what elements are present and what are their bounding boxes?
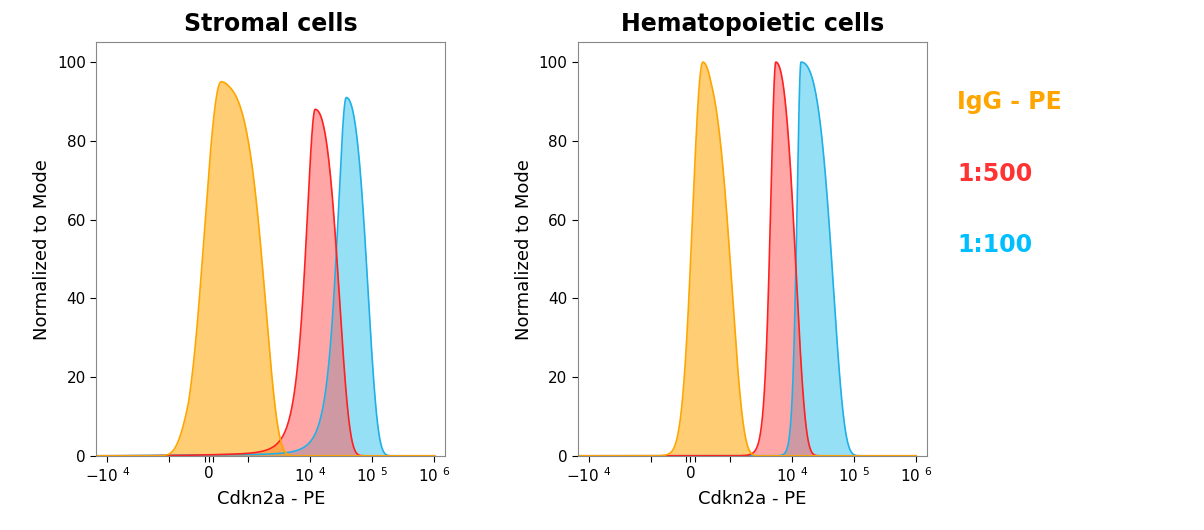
Y-axis label: Normalized to Mode: Normalized to Mode [515, 158, 533, 340]
Title: Stromal cells: Stromal cells [184, 12, 358, 36]
Title: Hematopoietic cells: Hematopoietic cells [621, 12, 884, 36]
Text: IgG - PE: IgG - PE [957, 90, 1062, 114]
X-axis label: Cdkn2a - PE: Cdkn2a - PE [698, 490, 807, 508]
X-axis label: Cdkn2a - PE: Cdkn2a - PE [217, 490, 325, 508]
Text: 1:100: 1:100 [957, 233, 1032, 257]
Y-axis label: Normalized to Mode: Normalized to Mode [34, 158, 52, 340]
Text: 1:500: 1:500 [957, 162, 1033, 186]
